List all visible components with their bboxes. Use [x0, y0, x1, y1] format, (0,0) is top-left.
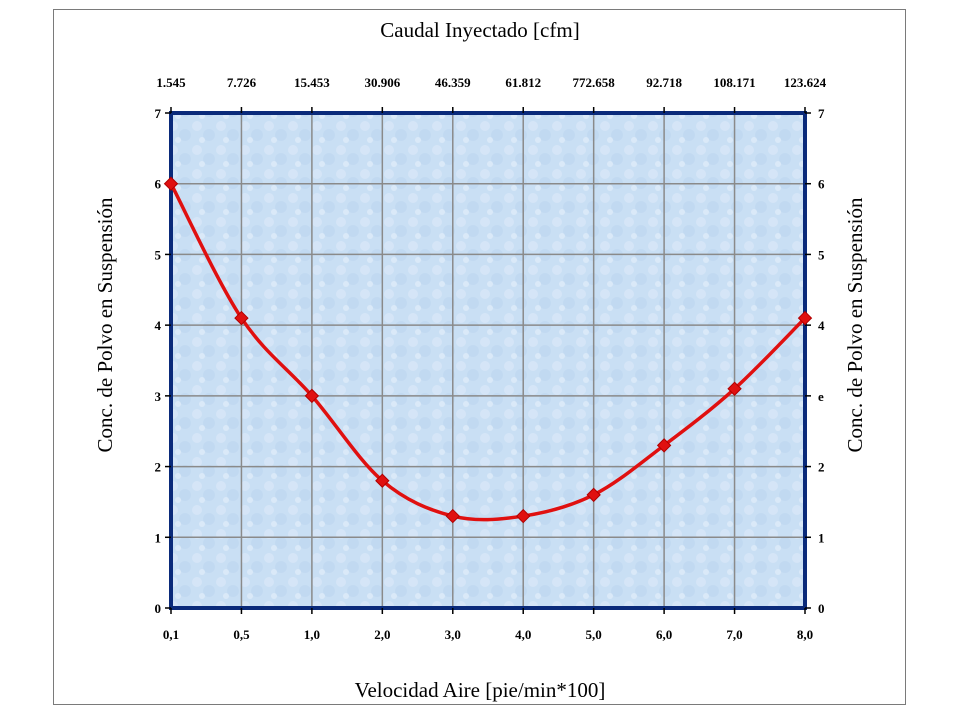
x-axis-title: Velocidad Aire [pie/min*100]	[355, 678, 606, 702]
data-point-marker	[586, 487, 601, 503]
data-point-marker	[234, 310, 249, 326]
x-tick-label: 4,0	[515, 627, 531, 642]
data-point-marker	[375, 473, 390, 488]
plot-area	[171, 113, 805, 608]
top-x-ticks: 1.545 7.726 15.453 30.906 46.359 61.812 772.65…	[156, 75, 827, 113]
x-tick-label: 6,0	[656, 627, 672, 642]
top-tick-label: 772.658	[573, 75, 616, 90]
x-tick-label: 7,0	[726, 627, 742, 642]
data-point-marker	[445, 508, 460, 524]
y-tick-label-right: 2	[818, 460, 825, 475]
y-tick-label-left: 5	[155, 247, 162, 262]
x-tick-label: 0,1	[163, 627, 179, 642]
y-tick-label-left: 4	[155, 318, 162, 333]
data-point-marker	[304, 388, 320, 404]
plot-border	[169, 111, 807, 610]
y-tick-label-left: 6	[155, 177, 162, 192]
y-tick-label-right: 6	[818, 177, 825, 192]
left-y-ticks: 0 1 2 3 4 5 6 7	[155, 106, 171, 616]
top-tick-label: 30.906	[364, 75, 400, 90]
y-tick-label-left: 7	[155, 106, 162, 121]
x-tick-label: 8,0	[797, 627, 813, 642]
top-tick-label: 108.171	[713, 75, 755, 90]
right-y-ticks: 0 1 2 e 4 5 6 7	[805, 106, 825, 616]
data-point-marker	[656, 438, 672, 453]
top-tick-label: 1.545	[156, 75, 186, 90]
x-tick-label: 3,0	[445, 627, 461, 642]
y-tick-label-right: 1	[818, 530, 825, 545]
y-tick-label-right: 0	[818, 601, 825, 616]
top-tick-label: 61.812	[505, 75, 541, 90]
y-tick-label-right: 7	[818, 106, 825, 121]
top-tick-label: 46.359	[435, 75, 471, 90]
y-tick-label-right: e	[818, 389, 824, 404]
y-tick-label-left: 1	[155, 530, 162, 545]
data-point-marker	[797, 310, 813, 326]
y-axis-title-left: Conc. de Polvo en Suspensión	[93, 197, 117, 452]
series-line	[169, 182, 807, 522]
y-axis-title-right: Conc. de Polvo en Suspensión	[843, 197, 867, 452]
y-tick-label-left: 0	[155, 601, 162, 616]
y-tick-label-left: 2	[155, 460, 162, 475]
horizontal-gridlines	[171, 182, 805, 539]
series-markers	[163, 176, 813, 524]
top-axis-title: Caudal Inyectado [cfm]	[380, 18, 579, 42]
data-point-marker	[516, 508, 531, 524]
y-tick-label-right: 4	[818, 318, 825, 333]
x-tick-label: 5,0	[586, 627, 602, 642]
bottom-x-ticks: 0,1 0,5 1,0 2,0 3,0 4,0 5,0 6,0 7,0 8,0	[163, 608, 813, 642]
x-tick-label: 2,0	[374, 627, 390, 642]
top-tick-label: 7.726	[227, 75, 257, 90]
x-tick-label: 0,5	[233, 627, 250, 642]
x-tick-label: 1,0	[304, 627, 320, 642]
data-point-marker	[727, 381, 742, 396]
vertical-gridlines	[240, 113, 736, 608]
top-tick-label: 123.624	[784, 75, 827, 90]
top-tick-label: 15.453	[294, 75, 330, 90]
y-tick-label-right: 5	[818, 247, 825, 262]
top-tick-label: 92.718	[646, 75, 682, 90]
data-point-marker	[163, 176, 179, 191]
y-tick-label-left: 3	[155, 389, 162, 404]
